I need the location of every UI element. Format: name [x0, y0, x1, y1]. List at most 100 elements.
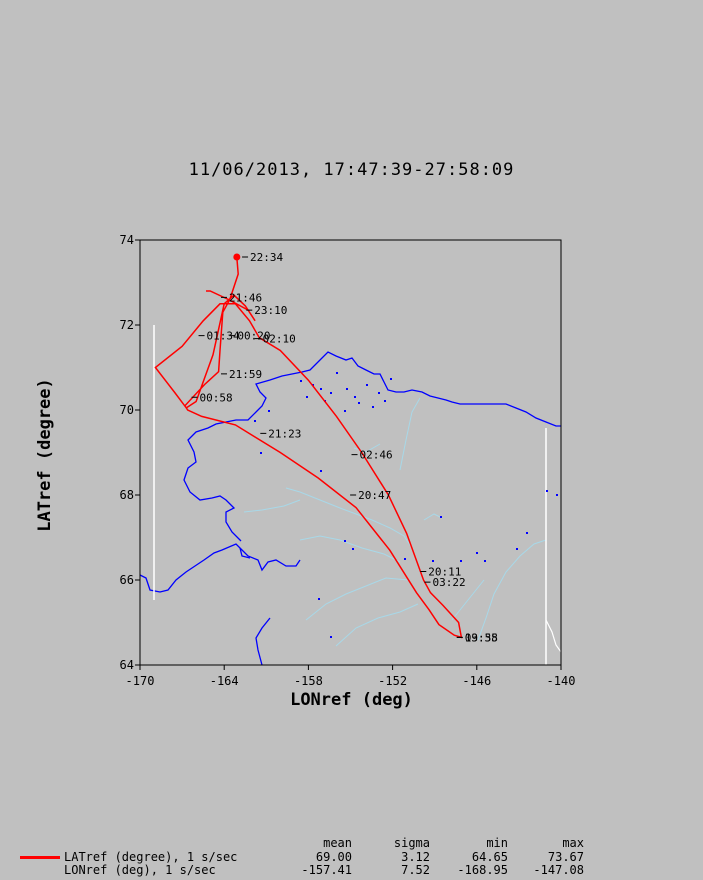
axes: -170 -164 -158 -152 -146 -140 64 66 68 70 72 74: [120, 233, 576, 688]
lake-dot-32: [260, 452, 262, 454]
border-coast-east: [545, 619, 562, 653]
legend-label-lat: LATref (degree), 1 s/sec: [64, 850, 238, 864]
start-marker: [233, 253, 241, 261]
legend-lon-sigma: 7.52: [401, 863, 430, 877]
lake-dot-8: [390, 378, 392, 380]
river-0: [285, 487, 413, 549]
lake-dot-19: [352, 548, 354, 550]
y-tick-label: 74: [120, 233, 134, 247]
x-tick-label: -140: [547, 674, 576, 688]
x-tick-label: -146: [462, 674, 491, 688]
legend-header-row: mean sigma min max: [0, 836, 703, 850]
time-label: 03:22: [432, 576, 465, 589]
legend-header-max: max: [562, 836, 584, 850]
y-tick-label: 66: [120, 573, 134, 587]
flight-track: [154, 253, 463, 639]
lake-dot-6: [366, 384, 368, 386]
time-label: 00:20: [237, 330, 270, 343]
river-5: [305, 577, 409, 621]
legend-lat-max: 73.67: [547, 850, 584, 864]
lake-dot-17: [254, 420, 256, 422]
river-2: [399, 397, 421, 471]
lake-dot-31: [556, 494, 558, 496]
x-tick-label: -158: [294, 674, 323, 688]
y-tick-label: 64: [120, 658, 134, 672]
lake-dot-22: [516, 548, 518, 550]
time-label: 02:10: [263, 333, 296, 346]
x-tick-label: -170: [126, 674, 155, 688]
legend-lat-sigma: 3.12: [401, 850, 430, 864]
river-9: [353, 443, 381, 453]
time-label: 23:10: [254, 304, 287, 317]
lake-dot-23: [526, 532, 528, 534]
lake-dot-15: [306, 396, 308, 398]
time-label: 00:58: [200, 391, 233, 404]
time-label: 03:58: [465, 631, 498, 644]
legend-header-sigma: sigma: [393, 836, 430, 850]
time-label: 22:34: [250, 251, 283, 264]
flight-track-line: [154, 256, 463, 639]
x-tick-label: -164: [210, 674, 239, 688]
y-tick-label: 70: [120, 403, 134, 417]
lake-dot-10: [372, 406, 374, 408]
legend-lat-min: 64.65: [471, 850, 508, 864]
lake-dot-26: [404, 558, 406, 560]
plot-title: 11/06/2013, 17:47:39-27:58:09: [188, 160, 515, 180]
lake-dot-16: [268, 410, 270, 412]
time-label: 19:35: [465, 631, 498, 644]
river-6: [335, 603, 419, 647]
lake-dot-28: [330, 636, 332, 638]
lake-dot-4: [346, 388, 348, 390]
time-label: 20:11: [428, 566, 461, 579]
legend-lon-max: -147.08: [533, 863, 584, 877]
lake-dot-2: [320, 388, 322, 390]
lake-dot-30: [546, 490, 548, 492]
time-label: 21:46: [229, 291, 262, 304]
lake-dot-12: [336, 372, 338, 374]
river-7: [451, 579, 485, 621]
lake-dot-7: [378, 392, 380, 394]
lake-dot-0: [300, 380, 302, 382]
lake-dot-20: [476, 552, 478, 554]
legend-row-lat: LATref (degree), 1 s/sec 69.00 3.12 64.6…: [0, 850, 703, 864]
y-tick-label: 72: [120, 318, 134, 332]
lake-dot-25: [432, 560, 434, 562]
lake-dot-5: [354, 396, 356, 398]
river-1: [243, 499, 301, 513]
y-tick-label: 68: [120, 488, 134, 502]
coastline-2: [183, 351, 561, 542]
lake-dot-11: [384, 400, 386, 402]
lake-dot-18: [344, 540, 346, 542]
lake-dot-29: [318, 598, 320, 600]
x-tick-label: -152: [378, 674, 407, 688]
lake-dot-14: [344, 410, 346, 412]
lake-dot-33: [320, 470, 322, 472]
time-label: 02:46: [360, 449, 393, 462]
legend-label-lon: LONref (deg), 1 s/sec: [64, 863, 216, 877]
river-8: [423, 513, 443, 521]
legend-lat-mean: 69.00: [315, 850, 352, 864]
legend-header-mean: mean: [323, 836, 352, 850]
plot-frame: [139, 239, 562, 666]
legend-lon-min: -168.95: [457, 863, 508, 877]
lake-dot-24: [440, 516, 442, 518]
time-label: 21:59: [229, 368, 262, 381]
coastline-1: [255, 617, 271, 666]
legend-lon-mean: -157.41: [301, 863, 352, 877]
legend-row-lon: LONref (deg), 1 s/sec -157.41 7.52 -168.…: [0, 863, 703, 877]
map-features: [139, 325, 562, 666]
coastline-0: [139, 543, 301, 593]
time-label: 01:34: [207, 330, 240, 343]
river-4: [299, 535, 401, 563]
legend-line-swatch: [20, 856, 60, 859]
time-label: 21:23: [268, 427, 301, 440]
lake-dot-27: [460, 560, 462, 562]
legend-header-min: min: [486, 836, 508, 850]
lake-dot-3: [330, 392, 332, 394]
lake-dot-9: [358, 402, 360, 404]
x-axis-label: LONref (deg): [290, 690, 413, 710]
river-3: [477, 539, 547, 641]
time-label: 20:47: [358, 489, 391, 502]
